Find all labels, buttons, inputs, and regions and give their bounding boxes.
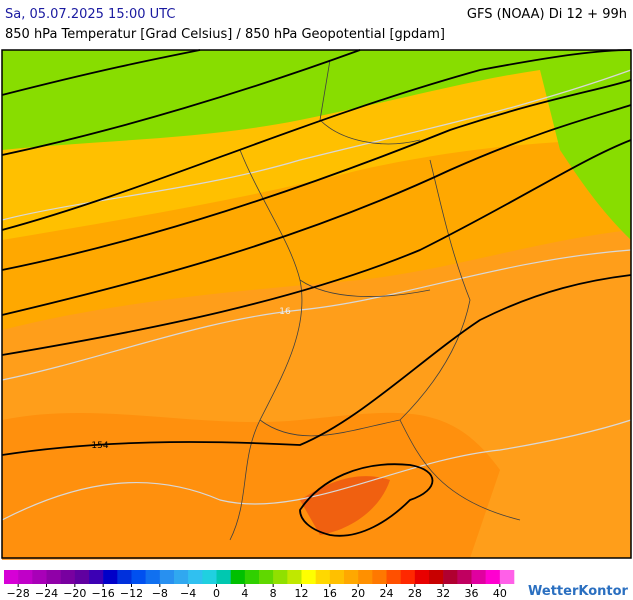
colorbar-cell [386, 570, 401, 584]
isotherm-label: 16 [279, 307, 291, 317]
colorbar-tick-label: 4 [241, 587, 248, 600]
colorbar-tick-label: −24 [35, 587, 58, 600]
orange-zone [2, 412, 500, 560]
colorbar-cell [287, 570, 302, 584]
map-title: 850 hPa Temperatur [Grad Celsius] / 850 … [5, 27, 446, 42]
colorbar-tick-label: −16 [92, 587, 115, 600]
colorbar-cell [400, 570, 416, 584]
colorbar-cell [273, 570, 288, 584]
colorbar-tick-label: 36 [465, 587, 479, 600]
colorbar-cell [103, 570, 118, 584]
colorbar-cell [216, 570, 231, 584]
colorbar-cell [259, 570, 274, 584]
colorbar-cell [117, 570, 132, 584]
hot-spot [300, 476, 390, 535]
colorbar: −28 −24 −20 −16 −12 −8 −4 0 4 8 12 16 20 24 28 32 36 40 [4, 570, 515, 600]
colorbar-tick-label: −28 [7, 587, 30, 600]
colorbar-cell [443, 570, 458, 584]
colorbar-cell [18, 570, 33, 584]
colorbar-cell [344, 570, 359, 584]
colorbar-cell [202, 570, 217, 584]
colorbar-cell [131, 570, 146, 584]
model-run: GFS (NOAA) Di 12 + 99h [466, 7, 627, 22]
colorbar-cell [188, 570, 203, 584]
geopotential-lines [1, 49, 632, 537]
colorbar-cell [315, 570, 331, 584]
colorbar-tick-label: −8 [152, 587, 168, 600]
colorbar-cell [145, 570, 161, 584]
brand: WetterKontor [528, 584, 629, 599]
colorbar-cell [89, 570, 104, 584]
contour-label: 154 [91, 441, 108, 451]
colorbar-tick-label: 0 [213, 587, 220, 600]
colorbar-tick-label: 16 [323, 587, 337, 600]
colorbar-cell [499, 570, 515, 584]
colorbar-cell [159, 570, 175, 584]
colorbar-cell [46, 570, 61, 584]
colorbar-tick-label: 24 [380, 587, 394, 600]
colorbar-cell [457, 570, 472, 584]
colorbar-cell [301, 570, 316, 584]
green-zone [2, 50, 631, 240]
colorbar-cell [485, 570, 501, 584]
colorbar-cell [372, 570, 387, 584]
colorbar-tick-label: 20 [351, 587, 365, 600]
map-frame [1, 49, 632, 559]
colorbar-cell [230, 570, 246, 584]
colorbar-tick-label: 8 [270, 587, 277, 600]
colorbar-cell [32, 570, 47, 584]
colorbar-cell [414, 570, 430, 584]
colorbar-tick-label: −20 [63, 587, 86, 600]
colorbar-cell [74, 570, 90, 584]
colorbar-cell [358, 570, 373, 584]
colorbar-cell [174, 570, 189, 584]
datetime: Sa, 05.07.2025 15:00 UTC [5, 7, 176, 22]
colorbar-cell [60, 570, 76, 584]
colorbar-tick-label: −4 [180, 587, 196, 600]
colorbar-tick-label: 12 [295, 587, 309, 600]
colorbar-tick-label: 28 [408, 587, 422, 600]
colorbar-cell [329, 570, 345, 584]
colorbar-tick-label: 32 [436, 587, 450, 600]
colorbar-cell [471, 570, 486, 584]
colorbar-cell [4, 570, 19, 584]
colorbar-cell [429, 570, 444, 584]
colorbar-cell [244, 570, 260, 584]
colorbar-tick-label: 40 [493, 587, 507, 600]
colorbar-tick-label: −12 [120, 587, 143, 600]
